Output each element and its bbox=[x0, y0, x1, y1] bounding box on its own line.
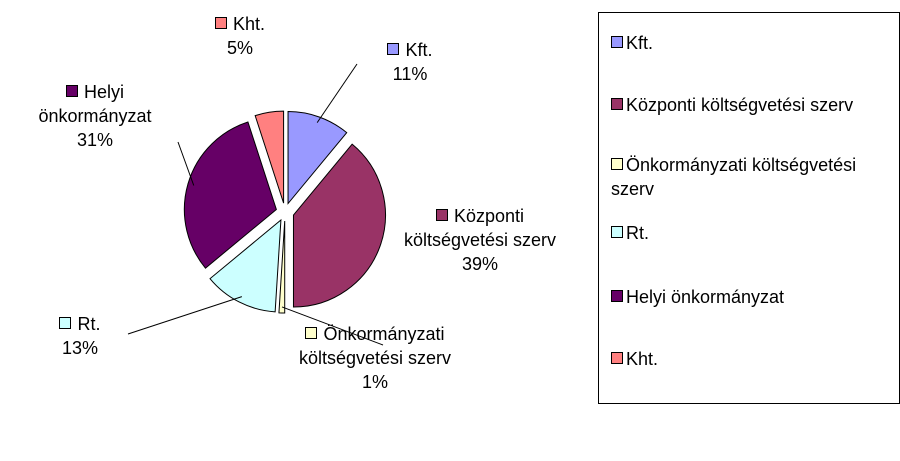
data-label: Önkormányzati költségvetési szerv 1% bbox=[290, 322, 460, 394]
pie-slice bbox=[287, 111, 348, 205]
label-marker bbox=[387, 43, 400, 55]
data-label: Rt. 13% bbox=[0, 312, 165, 360]
data-label: Helyi önkormányzat 31% bbox=[10, 80, 180, 152]
legend-entry: Önkormányzati költségvetési szerv bbox=[611, 153, 896, 201]
legend-entry: Helyi önkormányzat bbox=[611, 285, 896, 309]
data-label: Kft. 11% bbox=[325, 38, 495, 86]
pie-slice bbox=[278, 220, 286, 314]
label-name: Kft. bbox=[405, 40, 433, 60]
label-name: Rt. bbox=[77, 314, 101, 334]
label-value: 1% bbox=[361, 372, 388, 392]
pie-slice bbox=[209, 218, 282, 313]
legend-entry: Rt. bbox=[611, 221, 896, 245]
legend-marker bbox=[611, 36, 623, 48]
label-marker bbox=[59, 317, 72, 329]
label-value: 11% bbox=[392, 64, 428, 84]
data-label: Kht. 5% bbox=[155, 12, 325, 60]
leader-line bbox=[127, 296, 243, 335]
leader-line bbox=[177, 141, 195, 186]
legend-entry: Központi költségvetési szerv bbox=[611, 93, 896, 117]
data-label: Központi költségvetési szerv 39% bbox=[395, 204, 565, 276]
pie-slice bbox=[254, 110, 285, 204]
label-marker bbox=[65, 85, 78, 97]
label-name: Helyi önkormányzat bbox=[38, 82, 152, 126]
legend-label: Rt. bbox=[626, 223, 650, 243]
pie-area bbox=[127, 63, 386, 346]
label-marker bbox=[435, 209, 448, 221]
legend-entry: Kft. bbox=[611, 31, 896, 55]
legend-label: Önkormányzati költségvetési szerv bbox=[611, 155, 857, 199]
label-value: 39% bbox=[461, 254, 499, 274]
legend-marker bbox=[611, 98, 623, 110]
legend-label: Kft. bbox=[626, 33, 654, 53]
legend-marker bbox=[611, 352, 623, 364]
label-value: 5% bbox=[226, 38, 253, 58]
label-marker bbox=[214, 17, 227, 29]
label-name: Kht. bbox=[232, 14, 266, 34]
legend: Kft. Központi költségvetési szerv Önkormán… bbox=[598, 12, 900, 404]
legend-label: Helyi önkormányzat bbox=[626, 287, 785, 307]
pie-slice bbox=[183, 121, 277, 269]
label-marker bbox=[305, 327, 318, 339]
label-value: 31% bbox=[76, 130, 114, 150]
legend-label: Központi költségvetési szerv bbox=[626, 95, 854, 115]
legend-marker bbox=[611, 158, 623, 170]
leader-line bbox=[281, 306, 384, 346]
label-value: 13% bbox=[61, 338, 99, 358]
legend-marker bbox=[611, 290, 623, 302]
pie-slice bbox=[292, 143, 386, 308]
legend-entry: Kht. bbox=[611, 347, 896, 371]
legend-marker bbox=[611, 226, 623, 238]
leader-line bbox=[316, 63, 358, 123]
label-name: Önkormányzati költségvetési szerv bbox=[298, 324, 452, 368]
label-name: Központi költségvetési szerv bbox=[403, 206, 557, 250]
legend-label: Kht. bbox=[626, 349, 659, 369]
